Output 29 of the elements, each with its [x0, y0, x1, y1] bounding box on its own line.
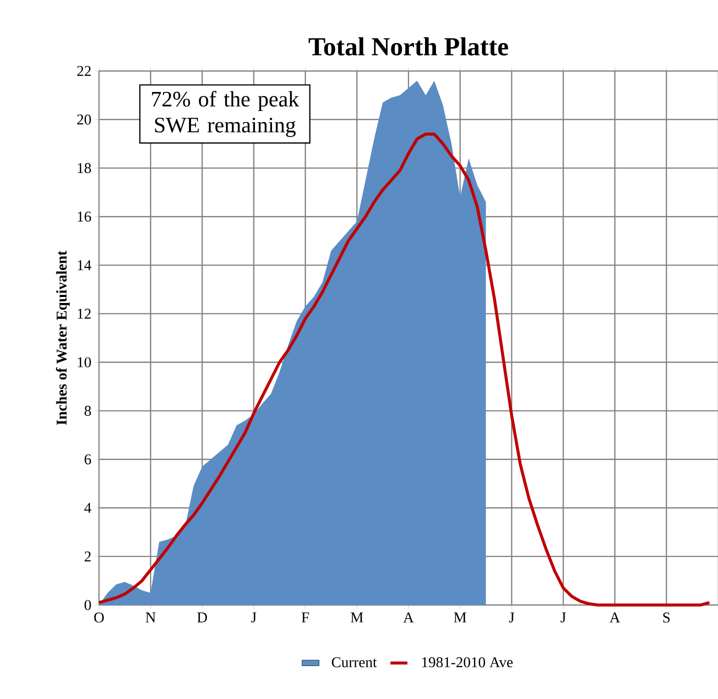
y-tick-label: 14 — [78, 260, 92, 270]
y-axis-title: Inches of Water Equivalent — [56, 250, 70, 425]
x-tick-label: J — [560, 612, 566, 622]
y-tick-label: 6 — [84, 454, 92, 464]
legend-label: 1981-2010 Ave — [422, 657, 513, 668]
annotation: 72% of the peak SWE remaining — [152, 90, 300, 137]
y-tick-label: 22 — [77, 66, 91, 76]
y-tick-label: 2 — [84, 551, 91, 562]
x-tick-label: D — [197, 612, 207, 622]
y-tick-label: 20 — [77, 114, 91, 125]
y-tick-label: 0 — [84, 600, 91, 610]
x-tick-label: N — [146, 612, 156, 622]
x-tick-label: A — [403, 612, 414, 622]
y-tick-label: 16 — [78, 212, 92, 222]
x-tick-label: M — [454, 612, 466, 622]
x-tick-label: A — [610, 612, 620, 622]
x-tick-label: M — [350, 612, 364, 622]
y-tick-label: 12 — [78, 308, 91, 319]
x-tick-label: S — [663, 612, 670, 623]
x-tick-label: O — [94, 612, 104, 623]
legend-label: Current — [332, 657, 377, 668]
x-tick-label: F — [302, 612, 309, 622]
chart-title: Total North Platte — [308, 37, 508, 56]
y-tick-label: 18 — [78, 163, 91, 174]
y-tick-label: 8 — [84, 406, 91, 416]
x-tick-label: J — [509, 612, 514, 622]
x-tick-label: J — [251, 612, 256, 622]
y-tick-label: 4 — [84, 502, 92, 513]
y-tick-label: 10 — [78, 357, 91, 368]
